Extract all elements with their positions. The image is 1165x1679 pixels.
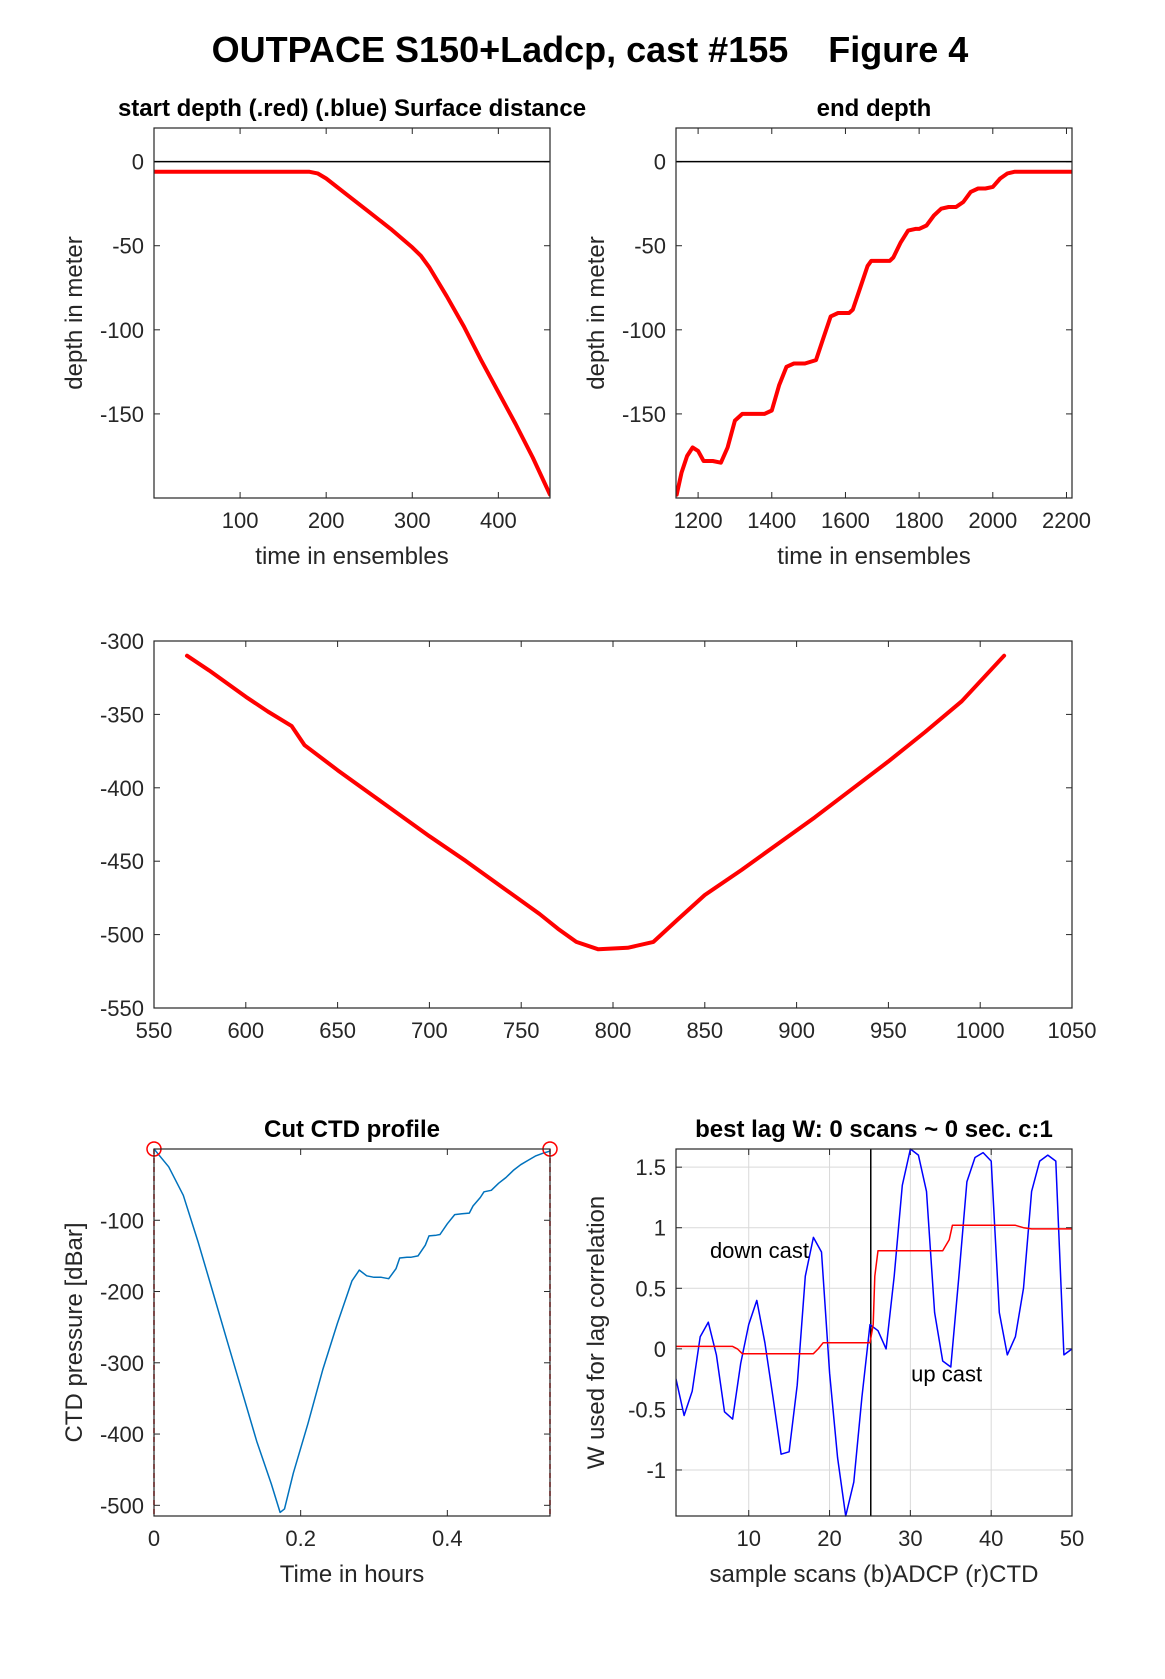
y-tick-label: -500: [100, 923, 144, 948]
axes-box: [153, 1148, 551, 1517]
axes-box: [675, 127, 1073, 499]
series-line-0: [185, 653, 1007, 952]
x-tick-label: 750: [503, 1018, 540, 1043]
x-tick-label: 550: [136, 1018, 173, 1043]
series-line-0: [154, 1148, 550, 1514]
x-tick-label: 2200: [1042, 508, 1091, 533]
y-tick-label: -200: [100, 1280, 144, 1305]
x-tick-label: 1200: [674, 508, 723, 533]
y-tick-label: -0.5: [628, 1397, 666, 1422]
chart-middle: 550 600 650 700 750 800 850 900 950 1000 1050 -300 -…: [100, 629, 1097, 1043]
y-tick-label: -50: [112, 234, 144, 259]
y-tick-label: -550: [100, 996, 144, 1021]
axes-box: [153, 127, 551, 499]
x-tick-label: 800: [595, 1018, 632, 1043]
x-tick-label: 1600: [821, 508, 870, 533]
x-tick-label: 900: [778, 1018, 815, 1043]
y-tick-label: 0: [132, 150, 144, 175]
x-tick-label: 1400: [747, 508, 796, 533]
x-tick-label: 20: [817, 1526, 841, 1551]
x-axis-label: Time in hours: [280, 1561, 425, 1588]
x-tick-label: 30: [898, 1526, 922, 1551]
y-tick-label: -500: [100, 1493, 144, 1518]
axes-box: [675, 1148, 1073, 1517]
x-tick-label: 950: [870, 1018, 907, 1043]
y-tick-label: -100: [622, 318, 666, 343]
y-tick-label: -350: [100, 702, 144, 727]
x-tick-label: 1050: [1048, 1018, 1097, 1043]
series-line-1: [676, 1224, 1072, 1355]
chart-title: best lag W: 0 scans ~ 0 sec. c:1: [695, 1116, 1053, 1143]
y-tick-label: -400: [100, 1422, 144, 1447]
x-tick-label: 1800: [895, 508, 944, 533]
x-tick-label: 650: [319, 1018, 356, 1043]
axes-box: [153, 640, 1073, 1009]
x-tick-label: 0.2: [285, 1526, 316, 1551]
chart-title: start depth (.red) (.blue) Surface dista…: [118, 95, 586, 122]
x-tick-label: 50: [1060, 1526, 1084, 1551]
y-tick-label: -300: [100, 1351, 144, 1376]
x-tick-label: 10: [736, 1526, 760, 1551]
annotation: up cast: [911, 1362, 982, 1387]
y-tick-label: -100: [100, 1208, 144, 1233]
series-line-0: [676, 1148, 1072, 1517]
x-tick-label: 200: [308, 508, 345, 533]
x-tick-label: 600: [227, 1018, 264, 1043]
series-line-0: [154, 169, 550, 497]
x-tick-label: 400: [480, 508, 517, 533]
y-axis-label: W used for lag correlation: [583, 1196, 610, 1469]
chart-title: Cut CTD profile: [264, 1116, 440, 1143]
x-tick-label: 700: [411, 1018, 448, 1043]
x-axis-label: time in ensembles: [777, 543, 970, 570]
y-tick-label: -100: [100, 318, 144, 343]
chart-title: end depth: [817, 95, 932, 122]
y-tick-label: -150: [622, 402, 666, 427]
y-tick-label: -300: [100, 629, 144, 654]
annotation: down cast: [710, 1238, 809, 1263]
x-tick-label: 850: [686, 1018, 723, 1043]
y-axis-label: CTD pressure [dBar]: [61, 1222, 88, 1442]
x-tick-label: 300: [394, 508, 431, 533]
chart-ctd: 0 0.2 0.4 -100 -200 -300 -400 -500 Cut CTD profi…: [61, 1116, 558, 1588]
y-tick-label: -150: [100, 402, 144, 427]
y-axis-label: depth in meter: [583, 236, 610, 389]
y-tick-label: -50: [634, 234, 666, 259]
y-tick-label: 1: [654, 1216, 666, 1241]
x-axis-label: time in ensembles: [255, 543, 448, 570]
y-tick-label: 0.5: [635, 1276, 666, 1301]
y-tick-label: -400: [100, 776, 144, 801]
chart-start: 100 200 300 400 0 -50 -100 -150 start depth (.re…: [61, 95, 586, 570]
x-tick-label: 100: [222, 508, 259, 533]
y-tick-label: 0: [654, 150, 666, 175]
x-tick-label: 0: [148, 1526, 160, 1551]
x-axis-label: sample scans (b)ADCP (r)CTD: [710, 1561, 1039, 1588]
y-axis-label: depth in meter: [61, 236, 88, 389]
x-tick-label: 2000: [968, 508, 1017, 533]
y-tick-label: 0: [654, 1337, 666, 1362]
x-tick-label: 40: [979, 1526, 1003, 1551]
series-line-0: [676, 169, 1072, 497]
y-tick-label: -450: [100, 849, 144, 874]
y-tick-label: -1: [646, 1458, 666, 1483]
figure-title: OUTPACE S150+Ladcp, cast #155 Figure 4: [212, 29, 969, 70]
x-tick-label: 0.4: [432, 1526, 463, 1551]
x-tick-label: 1000: [956, 1018, 1005, 1043]
chart-end: 1200 1400 1600 1800 2000 2200 0 -50 -100 -150 end …: [583, 95, 1091, 570]
y-tick-label: 1.5: [635, 1155, 666, 1180]
chart-lag: 10 20 30 40 50 1.5 1 0.5 0 -0.5 -1 best lag W: 0 sc…: [583, 1116, 1084, 1588]
